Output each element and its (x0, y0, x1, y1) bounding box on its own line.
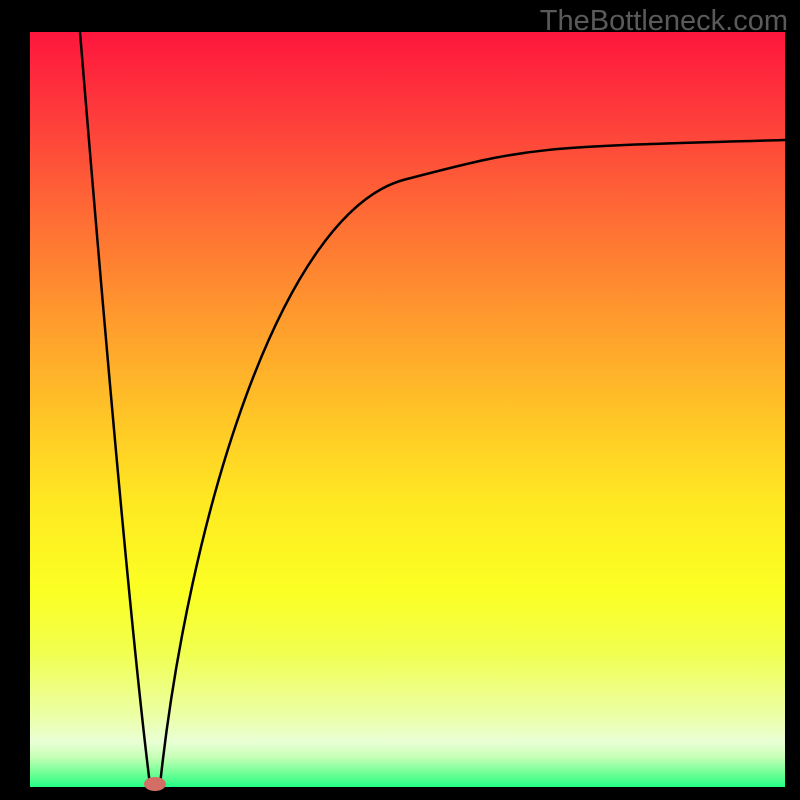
watermark-text: TheBottleneck.com (540, 5, 788, 38)
chart-root: { "watermark": { "text": "TheBottleneck.… (0, 0, 800, 800)
min-marker (144, 777, 166, 791)
curve-svg (30, 32, 785, 787)
plot-area (30, 32, 785, 787)
bottleneck-curve (80, 32, 785, 785)
